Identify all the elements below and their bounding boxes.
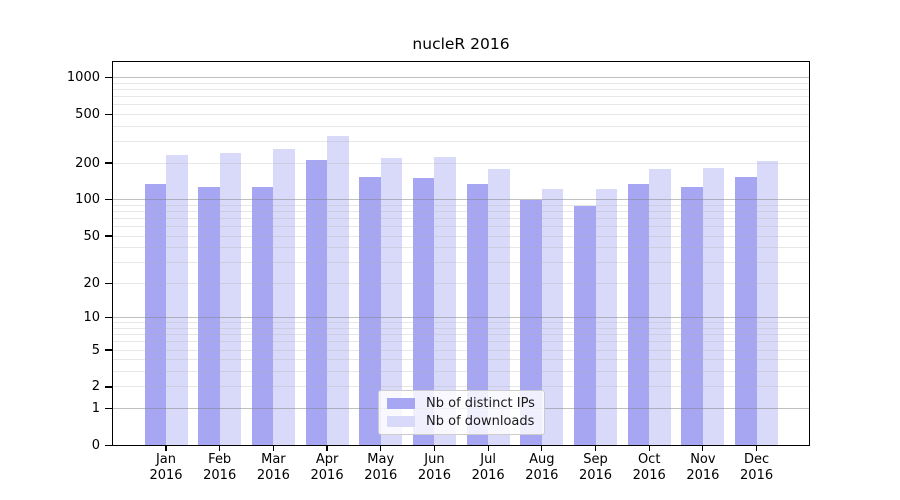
x-tick-label: Nov 2016	[686, 451, 720, 484]
y-tick-mark	[105, 444, 112, 447]
bar-distinct-ips	[520, 199, 542, 446]
y-tick-mark	[105, 407, 112, 410]
y-tick-label: 2	[91, 379, 100, 395]
bar-downloads	[273, 148, 295, 446]
legend-label-downloads: Nb of downloads	[426, 414, 535, 429]
x-tick-label: Dec 2016	[740, 451, 774, 484]
x-tick-mark	[380, 445, 382, 451]
y-tick-mark	[105, 349, 112, 351]
y-tick-label: 20	[83, 275, 100, 291]
bar-distinct-ips	[735, 176, 757, 446]
bar-downloads	[327, 136, 349, 446]
y-tick-label: 1000	[66, 70, 100, 85]
bar-distinct-ips	[359, 176, 381, 446]
bar-distinct-ips	[466, 183, 489, 446]
x-tick-label: May 2016	[364, 451, 398, 484]
y-tick-mark	[105, 386, 112, 388]
y-tick-mark	[105, 113, 112, 115]
x-tick-mark	[541, 445, 543, 451]
legend-swatch-distinct-ips-icon	[387, 398, 415, 409]
x-tick-label: Jan 2016	[149, 451, 183, 484]
legend-swatch-downloads-icon	[387, 416, 415, 427]
legend-label-distinct-ips: Nb of distinct IPs	[426, 396, 535, 411]
legend-item-distinct-ips: Nb of distinct IPs	[387, 396, 536, 411]
y-tick-label: 5	[91, 342, 100, 358]
x-tick-mark	[219, 445, 221, 451]
y-tick-label: 0	[91, 438, 100, 453]
bar-downloads	[380, 158, 403, 446]
x-tick-label: Sep 2016	[578, 451, 613, 484]
y-tick-label: 10	[83, 310, 100, 326]
x-tick-mark	[702, 445, 704, 451]
x-tick-label: Aug 2016	[525, 451, 559, 484]
bar-downloads	[756, 161, 779, 446]
bar-distinct-ips	[144, 183, 166, 446]
x-tick-mark	[165, 445, 167, 451]
y-tick-mark	[105, 317, 112, 319]
bar-downloads	[702, 168, 725, 446]
bar-downloads	[488, 169, 510, 446]
bar-distinct-ips	[681, 187, 703, 446]
x-tick-mark	[487, 445, 489, 451]
legend: Nb of distinct IPs Nb of downloads	[378, 390, 545, 435]
y-tick-label: 200	[75, 155, 100, 171]
bar-distinct-ips	[412, 178, 435, 446]
x-tick-mark	[433, 445, 436, 451]
y-tick-label: 100	[75, 192, 100, 208]
x-tick-label: Jun 2016	[417, 451, 451, 484]
x-tick-label: Jul 2016	[471, 451, 505, 484]
bar-distinct-ips	[198, 187, 220, 446]
y-tick-mark	[105, 282, 112, 284]
y-tick-mark	[105, 235, 112, 237]
chart-title: nucleR 2016	[412, 35, 510, 53]
x-tick-mark	[272, 445, 274, 451]
y-tick-mark	[105, 76, 112, 79]
y-tick-label: 500	[75, 106, 100, 122]
x-tick-mark	[648, 445, 650, 451]
x-tick-mark	[326, 445, 328, 451]
bar-downloads	[219, 152, 242, 446]
x-tick-mark	[594, 445, 597, 451]
bar-downloads	[595, 188, 618, 446]
y-tick-mark	[105, 199, 112, 201]
bar-downloads	[166, 154, 188, 446]
bar-distinct-ips	[305, 159, 328, 446]
bar-downloads	[434, 157, 456, 446]
y-tick-mark	[105, 162, 112, 164]
bar-distinct-ips	[574, 205, 596, 446]
y-tick-label: 50	[83, 228, 100, 244]
x-tick-label: Mar 2016	[256, 451, 290, 484]
x-tick-label: Oct 2016	[632, 451, 666, 484]
bar-distinct-ips	[627, 184, 650, 446]
bar-downloads	[649, 168, 671, 446]
bar-distinct-ips	[251, 186, 274, 446]
x-tick-label: Feb 2016	[203, 451, 237, 484]
x-tick-mark	[755, 445, 758, 451]
bar-downloads	[541, 188, 564, 446]
x-tick-label: Apr 2016	[310, 451, 344, 484]
legend-item-downloads: Nb of downloads	[387, 414, 536, 429]
y-tick-label: 1	[91, 401, 100, 417]
